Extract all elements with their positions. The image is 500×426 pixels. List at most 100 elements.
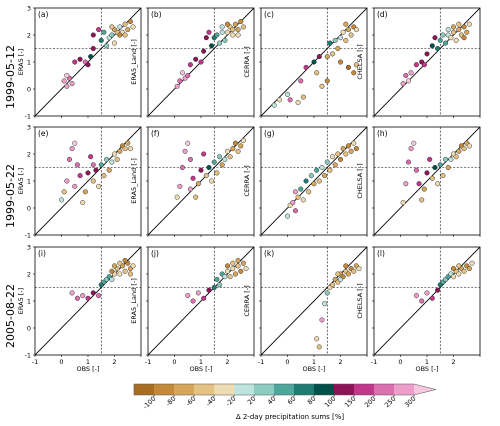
y-axis-label: ERA5_Land [-] [130,39,138,85]
data-point [429,295,435,301]
data-point [335,271,341,277]
data-point [327,167,333,173]
data-point [111,40,118,46]
colorbar-tick-label: 60 [286,395,298,407]
data-point [96,293,102,299]
data-point [456,21,462,27]
data-point [224,148,231,154]
y-tick-label: 2 [27,150,31,158]
data-point [90,178,96,184]
data-point [114,156,120,162]
data-point [456,263,462,269]
data-point [238,18,244,25]
data-point [424,51,430,57]
scatter-panel: (c) CERRA [-] [243,7,368,118]
data-point [117,24,123,30]
data-point [117,271,123,277]
data-point [330,154,336,160]
data-point [311,59,317,65]
colorbar-tick-label: -80 [164,395,177,408]
data-point [332,37,338,43]
data-point [130,263,136,269]
data-point [85,62,91,68]
data-point [345,143,351,149]
data-point [353,62,359,68]
data-point [314,336,320,342]
y-tick-label: 3 [27,243,31,251]
colorbar-segment [154,384,174,395]
data-point [69,290,75,296]
data-point [61,78,67,84]
data-point [77,56,83,62]
data-point [411,140,417,146]
data-point [324,159,330,165]
data-point [405,159,411,165]
data-point [413,293,419,299]
data-point [290,200,296,206]
identity-line [148,127,254,235]
data-point [127,271,133,277]
data-point [351,70,357,76]
data-point [185,140,191,146]
data-point [330,51,336,57]
colorbar-segment [374,384,394,395]
data-point [300,94,306,100]
data-point [122,32,128,38]
data-point [437,162,443,168]
data-point [219,24,225,30]
y-tick-label: 2 [27,31,31,39]
data-point [277,97,283,103]
row-label-1: 1999-05-12 [4,45,17,109]
scatter-panel: (h) CHELSA [-] [356,126,481,237]
data-point [109,159,115,165]
y-axis-label: CHELSA [-] [356,283,364,318]
data-point [185,72,191,79]
data-point [343,151,349,157]
data-point [72,140,78,146]
x-axis-label: OBS [-] [76,365,99,373]
colorbar-segment [254,384,274,395]
identity-line [261,247,367,355]
y-tick-label: 0 [27,204,31,212]
data-point [235,257,241,264]
y-tick-label: 1 [27,177,31,185]
colorbar-outline [133,383,437,396]
data-point [345,271,351,277]
panel-letter: (d) [377,10,388,19]
data-point [177,183,183,189]
data-point [230,32,236,38]
y-tick-label: 0 [27,324,31,332]
data-point [453,154,459,160]
data-point [127,18,133,25]
data-point [74,295,80,301]
data-point [72,59,78,65]
data-point [69,146,75,152]
data-point [90,45,96,52]
data-point [127,146,133,152]
identity-line [35,247,141,355]
panel-letter: (h) [377,129,388,138]
data-point [117,260,123,266]
y-axis-label: CHELSA [-] [356,44,364,79]
data-point [72,183,78,189]
data-point [316,54,322,60]
data-point [340,29,346,35]
data-point [300,197,306,203]
data-point [214,276,220,282]
data-point [469,260,475,266]
y-axis-label: CERRA [-] [243,165,251,196]
data-point [450,24,457,30]
data-point [130,24,136,30]
colorbar-tick-label: 20 [246,395,258,407]
y-tick-label: 1 [27,297,31,305]
x-tick-label: -1 [32,358,38,366]
x-tick-label: 0 [59,358,63,366]
data-point [74,162,80,168]
data-point [456,271,462,277]
data-point [408,70,414,76]
data-point [227,154,233,160]
data-point [295,99,301,106]
data-point [343,263,349,269]
data-point [224,21,231,27]
data-point [77,173,83,179]
